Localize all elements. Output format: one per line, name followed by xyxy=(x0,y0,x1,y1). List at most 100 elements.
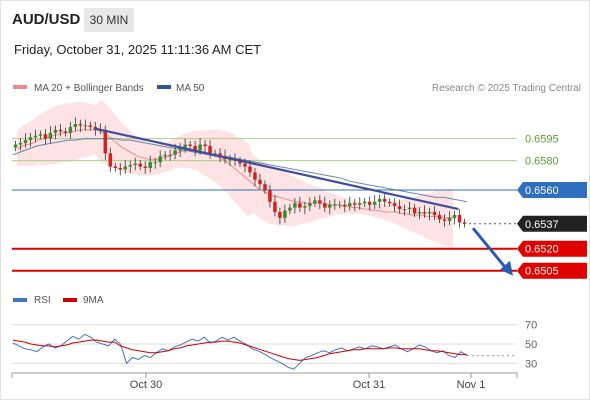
candle-body xyxy=(422,212,427,214)
rsi-pane: 70 50 30 xyxy=(12,320,537,370)
candle-body xyxy=(108,153,113,167)
rsi-tick-70: 70 xyxy=(525,320,537,332)
rsi-ma-line xyxy=(12,339,467,361)
candle-body xyxy=(462,222,467,224)
level-label-0.6595: 0.6595 xyxy=(525,134,559,146)
level-label-0.6537: 0.6537 xyxy=(525,219,559,231)
bollinger-fill xyxy=(17,99,453,247)
candle-body xyxy=(333,204,337,206)
candle-body xyxy=(452,214,457,218)
candle-body xyxy=(183,144,187,148)
level-label-0.6560: 0.6560 xyxy=(525,185,559,197)
candle-body xyxy=(348,203,352,207)
timeframe-button[interactable]: 30 MIN xyxy=(84,8,134,32)
candle-body xyxy=(392,203,397,207)
candle-body xyxy=(83,125,88,127)
rsi-tick-50: 50 xyxy=(525,339,537,351)
candle-body xyxy=(193,146,197,151)
ma20-legend-swatch xyxy=(13,85,27,89)
candle-body xyxy=(168,154,172,156)
candle-body xyxy=(198,144,202,151)
candle-body xyxy=(412,207,417,214)
candle-body xyxy=(318,200,322,204)
candle-body xyxy=(248,166,252,173)
candle-body xyxy=(357,203,362,205)
candle-body xyxy=(133,163,137,166)
downtrend-line xyxy=(94,127,459,211)
candle-body xyxy=(103,129,108,154)
bollinger-bands xyxy=(17,99,453,247)
candle-body xyxy=(343,204,347,207)
candle-body xyxy=(173,150,177,155)
rsi-legend-swatch xyxy=(13,298,27,302)
candle-body xyxy=(63,131,68,133)
candle-body xyxy=(313,200,317,204)
x-axis: Oct 30 Oct 31 Nov 1 xyxy=(11,372,518,391)
candle-body xyxy=(432,212,437,215)
projection-arrow-shaft xyxy=(471,227,510,272)
candle-body xyxy=(258,179,262,185)
candle-body xyxy=(407,207,412,210)
candle-body xyxy=(293,203,297,208)
candle-body xyxy=(263,184,267,191)
candle-body xyxy=(73,124,78,127)
candle-body xyxy=(328,204,332,208)
rsi-legend-label: RSI xyxy=(34,295,51,306)
candle-body xyxy=(68,126,73,133)
candle-body xyxy=(417,212,422,214)
candle-body xyxy=(442,219,447,221)
ma20-line xyxy=(16,129,453,219)
candle-body xyxy=(118,168,123,170)
candle-body xyxy=(397,206,402,210)
candle-body xyxy=(457,214,462,223)
candle-body xyxy=(447,217,452,221)
candle-body xyxy=(88,125,93,127)
projection-arrow-head xyxy=(500,260,513,276)
candle-body xyxy=(23,140,28,144)
candle-body xyxy=(58,129,63,132)
candle-body xyxy=(367,201,372,205)
rsi-ma-legend-label: 9MA xyxy=(83,295,104,306)
candle-body xyxy=(163,154,167,157)
candle-body xyxy=(43,134,48,139)
candle-body xyxy=(218,153,222,157)
level-tag-0.6505 xyxy=(517,262,587,279)
rsi-ma-legend-swatch xyxy=(63,298,77,302)
rsi-line xyxy=(12,333,468,370)
candle-body xyxy=(188,144,192,147)
ma50-legend-swatch xyxy=(157,85,171,89)
candle-body xyxy=(143,166,147,169)
candle-body xyxy=(243,163,247,167)
level-label-0.6520: 0.6520 xyxy=(525,244,559,256)
level-lines xyxy=(12,138,517,272)
candle-body xyxy=(238,160,242,164)
candle-body xyxy=(323,203,327,208)
candle-body xyxy=(28,137,33,141)
credit-text: Research © 2025 Trading Central xyxy=(432,83,581,94)
timestamp: Friday, October 31, 2025 11:11:36 AM CET xyxy=(14,42,262,57)
candle-body xyxy=(228,159,232,161)
candle-body xyxy=(253,172,257,180)
candle-body xyxy=(283,210,287,218)
candle-body xyxy=(338,204,342,206)
level-tag-0.6537 xyxy=(517,215,587,232)
candle-body xyxy=(78,124,83,126)
candle-body xyxy=(128,165,132,167)
level-tag-0.6520 xyxy=(517,240,587,257)
candle-body xyxy=(372,201,377,205)
candle-body xyxy=(303,206,307,208)
candle-body xyxy=(33,135,38,138)
candle-body xyxy=(178,147,182,151)
x-tick-label: Oct 30 xyxy=(130,379,162,391)
candle-body xyxy=(427,212,432,214)
candle-body xyxy=(113,166,118,169)
candle-body xyxy=(298,203,302,208)
candle-body xyxy=(268,190,272,202)
ma50-legend-label: MA 50 xyxy=(176,83,205,94)
candle-body xyxy=(288,207,292,211)
candle-body xyxy=(38,134,43,136)
level-label-0.6580: 0.6580 xyxy=(525,156,559,168)
candle-body xyxy=(387,201,392,204)
